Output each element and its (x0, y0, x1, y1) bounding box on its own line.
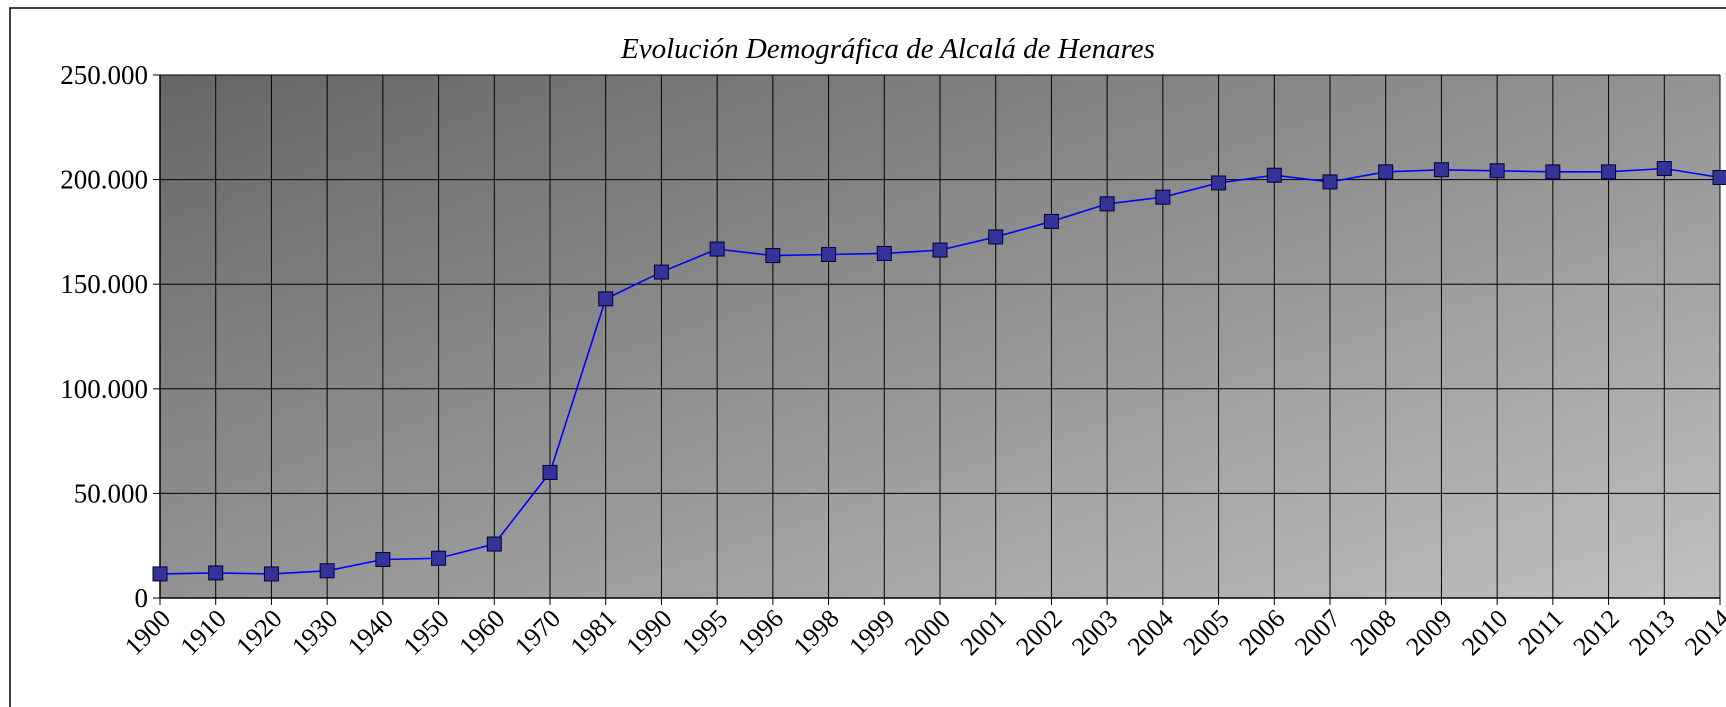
y-tick-label: 50.000 (74, 478, 148, 508)
data-point (1099, 196, 1115, 212)
data-point (319, 563, 335, 579)
data-point (542, 464, 558, 480)
data-point (1656, 161, 1672, 177)
data-point (1433, 162, 1449, 178)
data-point (598, 291, 614, 307)
data-point (1043, 213, 1059, 229)
data-point (932, 242, 948, 258)
data-point (765, 248, 781, 264)
data-point (876, 245, 892, 261)
chart-title: Evolución Demográfica de Alcalá de Henar… (620, 33, 1155, 65)
data-point (1211, 175, 1227, 191)
y-tick-label: 200.000 (60, 165, 148, 195)
data-point (431, 550, 447, 566)
data-point (375, 552, 391, 568)
data-point (486, 536, 502, 552)
data-point (709, 241, 725, 257)
data-point (821, 246, 837, 262)
data-point (1489, 163, 1505, 179)
data-point (208, 565, 224, 581)
data-point (653, 264, 669, 280)
data-point (152, 566, 168, 582)
y-tick-label: 250.000 (60, 60, 148, 90)
data-point (1712, 170, 1726, 186)
data-point (1545, 164, 1561, 180)
data-point (263, 566, 279, 582)
data-point (1378, 164, 1394, 180)
data-point (988, 229, 1004, 245)
data-point (1322, 174, 1338, 190)
data-point (1155, 189, 1171, 205)
data-point (1601, 164, 1617, 180)
y-tick-label: 0 (135, 583, 149, 613)
data-point (1266, 167, 1282, 183)
y-tick-label: 100.000 (60, 374, 148, 404)
y-tick-label: 150.000 (60, 269, 148, 299)
